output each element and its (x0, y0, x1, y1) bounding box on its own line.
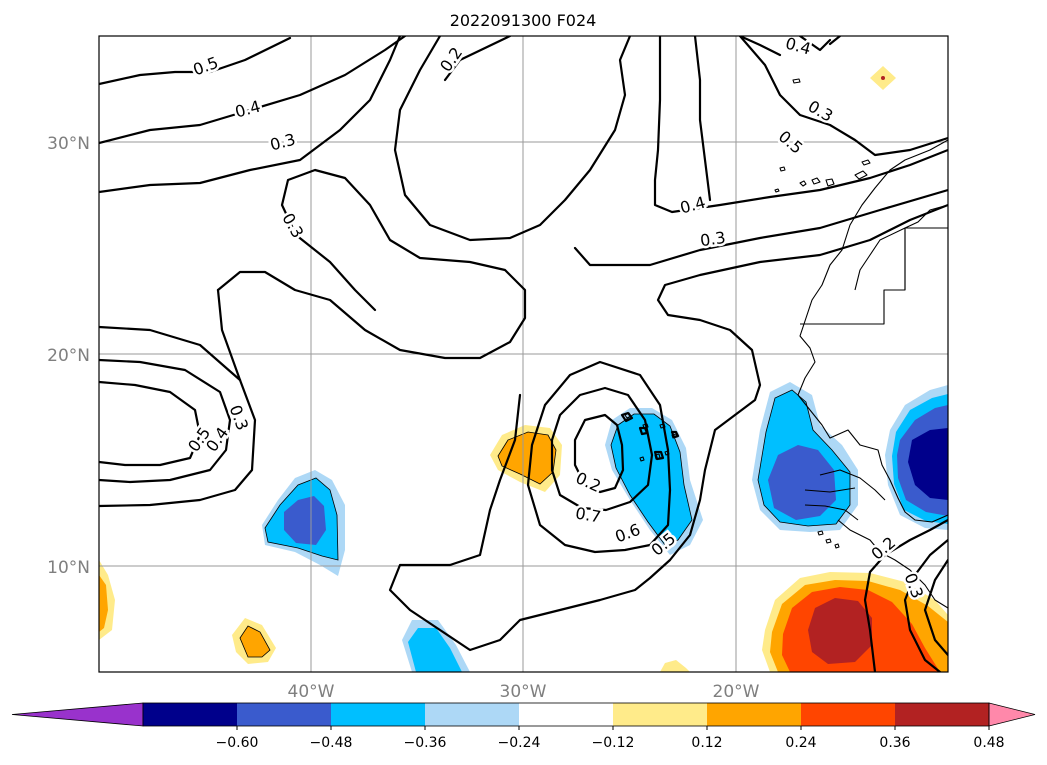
colorbar-tick-label: −0.60 (216, 735, 259, 751)
contour-label: 0.7 (574, 503, 602, 526)
map-panel: 0.50.40.30.20.30.50.40.30.20.70.6 0.50.40… (99, 36, 948, 672)
colorbar-segment (331, 703, 426, 726)
colorbar-segment (425, 703, 520, 726)
colorbar-segment (143, 703, 238, 726)
colorbar-tick-label: 0.24 (785, 735, 816, 751)
colorbar-extend-low (11, 702, 144, 727)
map-title: 2022091300 F024 (450, 11, 597, 30)
shaded-anomaly-fields (99, 66, 948, 672)
colorbar-segment (707, 703, 802, 726)
lat-label-30n: 30°N (47, 134, 90, 154)
colorbar-outline (142, 702, 990, 727)
colorbar-tick-label: −0.12 (592, 735, 635, 751)
contour-label: 0.3 (699, 228, 727, 250)
colorbar-tick-label: 0.12 (691, 735, 722, 751)
colorbar-segment (801, 703, 896, 726)
lat-label-10n: 10°N (47, 558, 90, 578)
contour-lines (99, 36, 948, 672)
lon-label-30w: 30°W (500, 682, 547, 702)
colorbar: −0.60 −0.48 −0.36 −0.24 −0.12 0.12 0.24 0.36 0.4… (11, 702, 1036, 751)
colorbar-tick-label: −0.48 (310, 735, 353, 751)
colorbar-segment (519, 703, 614, 726)
colorbar-tick-label: 0.36 (879, 735, 910, 751)
colorbar-segment (895, 703, 990, 726)
lon-label-40w: 40°W (288, 682, 335, 702)
map-frame (98, 35, 949, 673)
colorbar-segment (237, 703, 332, 726)
colorbar-tick-label: 0.48 (973, 735, 1004, 751)
lon-label-20w: 20°W (713, 682, 760, 702)
graticule (99, 36, 948, 672)
latitude-labels: 30°N 20°N 10°N (47, 134, 90, 578)
longitude-labels: 40°W 30°W 20°W (288, 682, 760, 702)
colorbar-tick-label: −0.36 (404, 735, 447, 751)
colorbar-segment (613, 703, 708, 726)
shading-outlines (239, 389, 851, 658)
colorbar-tick-label: −0.24 (498, 735, 541, 751)
lat-label-20n: 20°N (47, 346, 90, 366)
colorbar-extend-high (988, 702, 1036, 727)
